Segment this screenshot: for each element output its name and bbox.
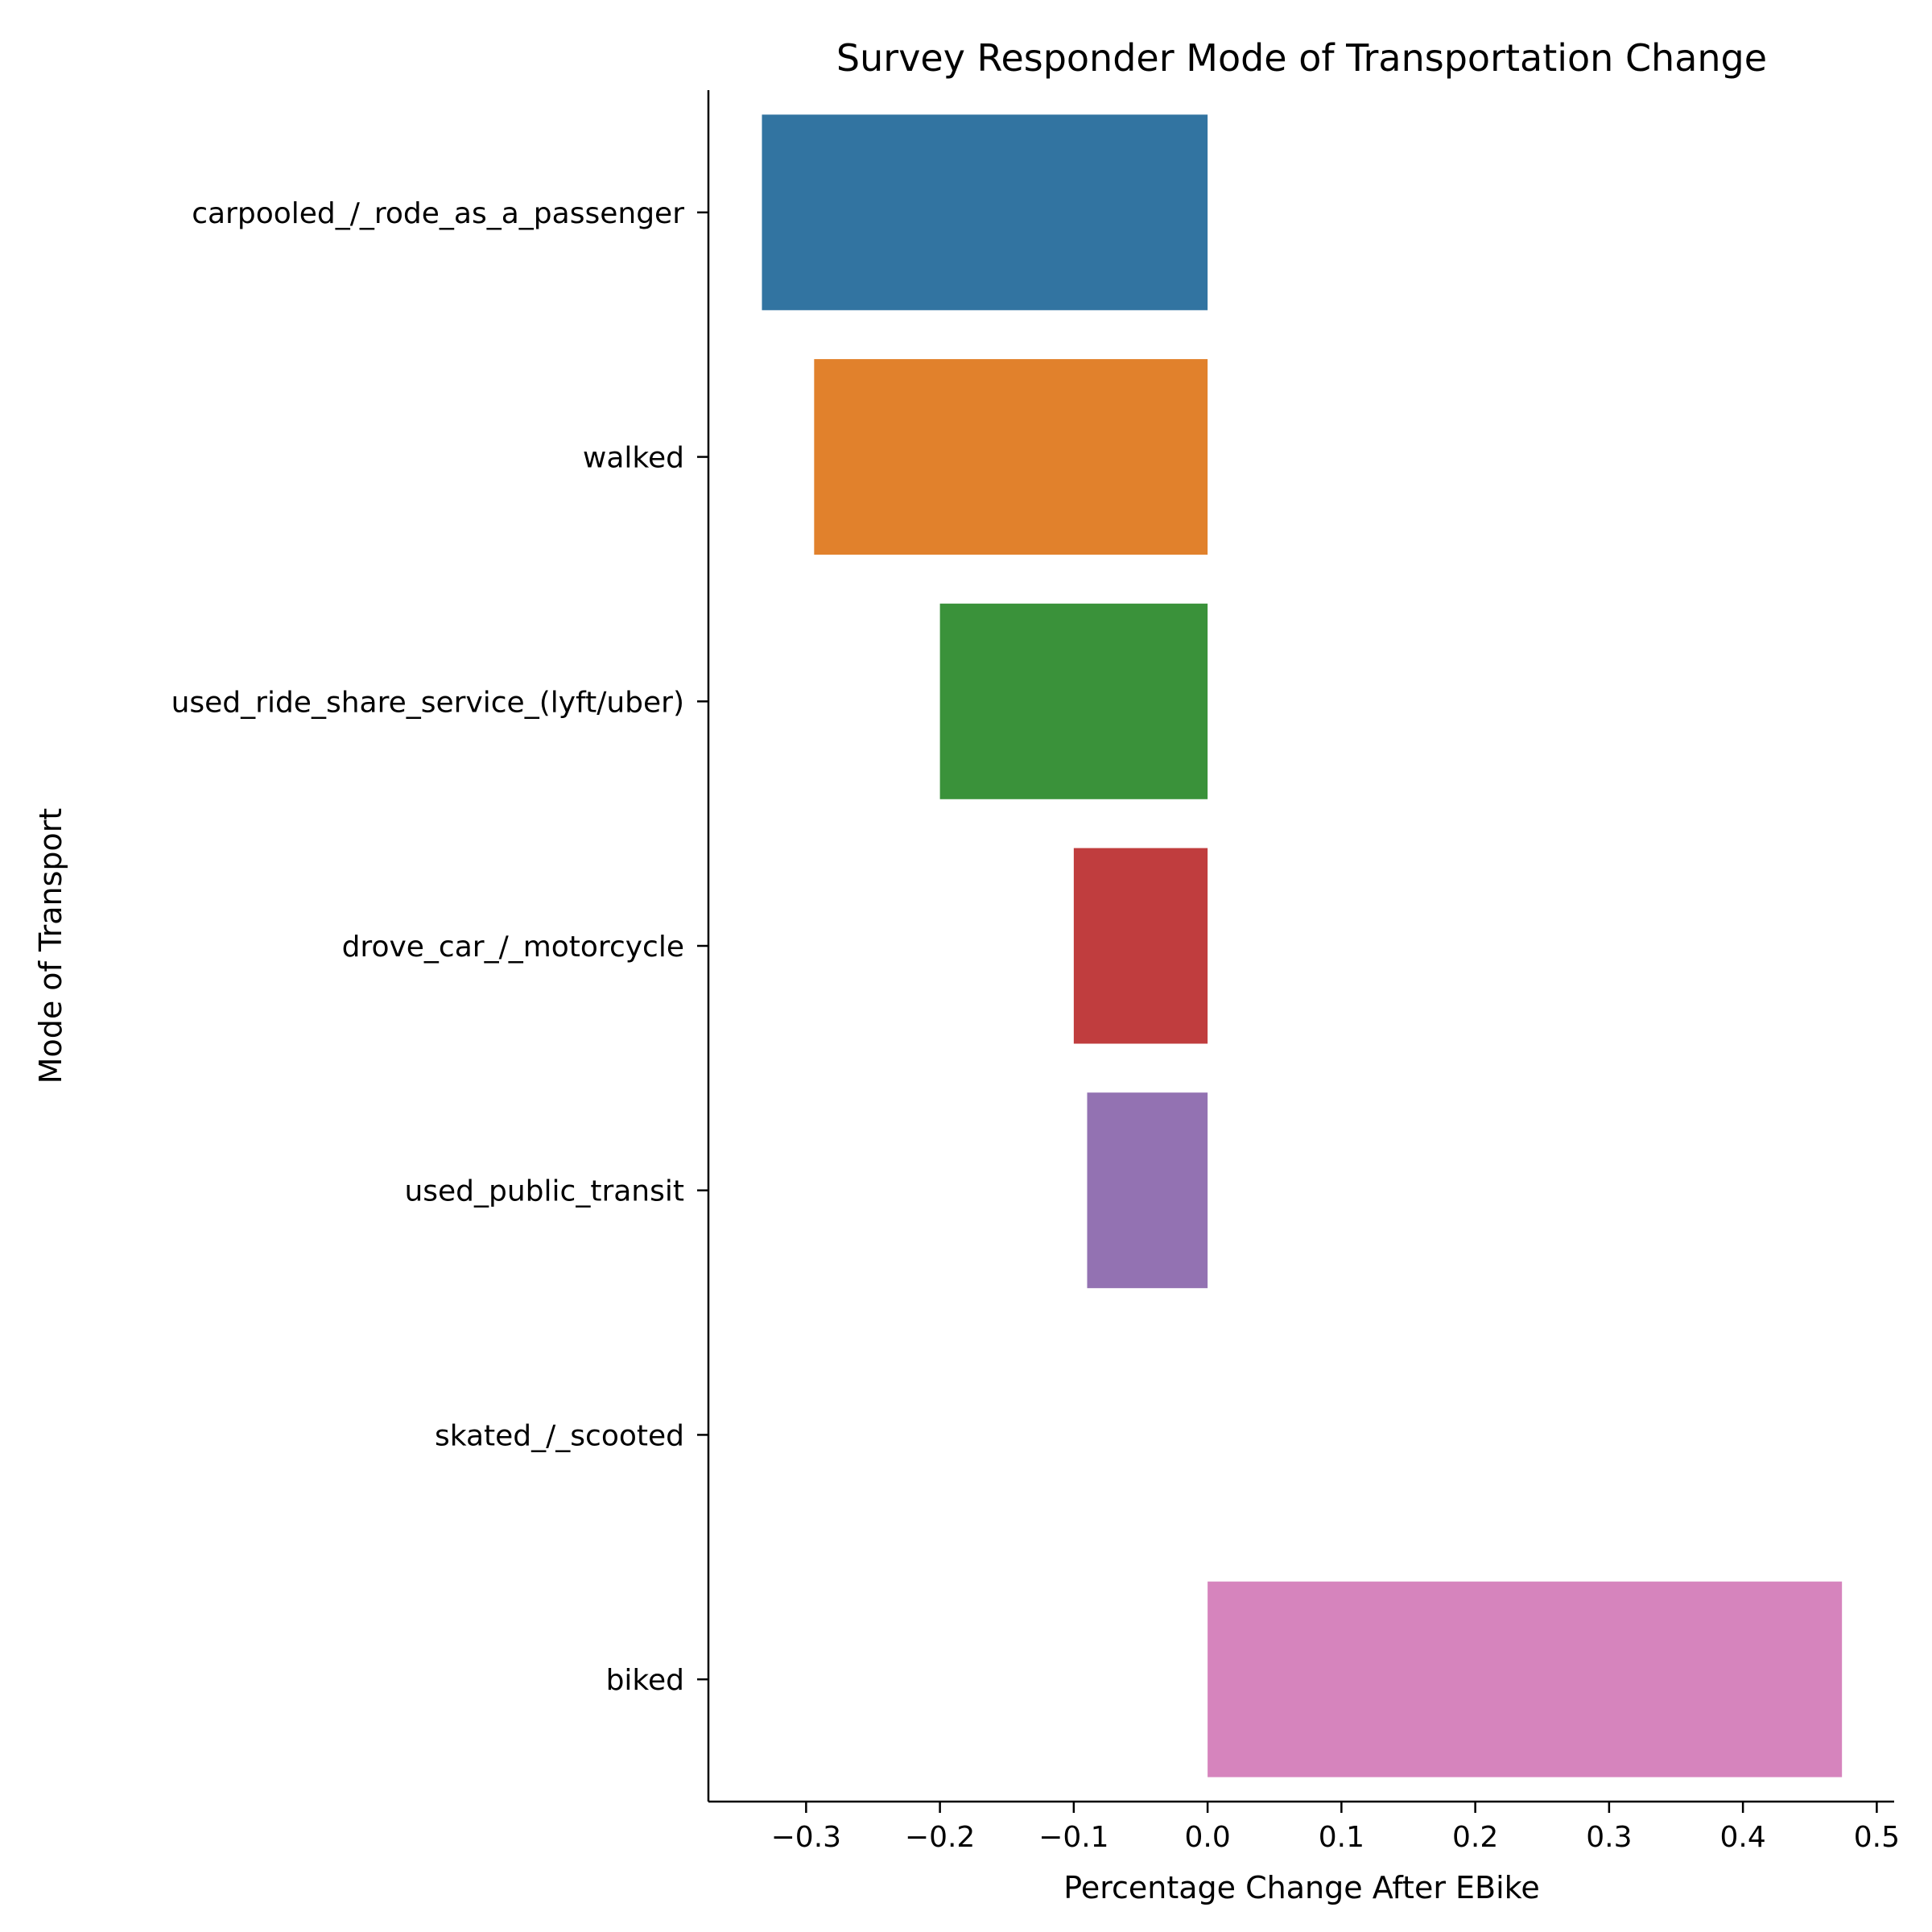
- y-tick-label: carpooled_/_rode_as_a_passenger: [192, 197, 684, 230]
- x-tick-label: 0.0: [1184, 1821, 1230, 1854]
- x-tick-label: −0.2: [905, 1821, 975, 1854]
- x-ticks: −0.3 −0.2 −0.1 0.0 0.1 0.2 0.3 0.4 0.5: [771, 1802, 1900, 1854]
- y-tick-label: walked: [583, 442, 684, 475]
- y-tick-label: drove_car_/_motorcycle: [342, 931, 684, 964]
- x-tick-label: 0.3: [1586, 1821, 1632, 1854]
- x-tick-label: 0.1: [1319, 1821, 1364, 1854]
- y-tick-label: biked: [606, 1664, 684, 1697]
- x-tick-label: 0.2: [1452, 1821, 1498, 1854]
- bar-3: [1073, 848, 1208, 1044]
- x-tick-label: −0.3: [771, 1821, 841, 1854]
- x-tick-label: 0.4: [1720, 1821, 1766, 1854]
- y-tick-label: used_ride_share_service_(lyft/uber): [171, 686, 684, 719]
- bar-6: [1208, 1581, 1843, 1777]
- x-tick-label: −0.1: [1038, 1821, 1108, 1854]
- x-axis-title: Percentage Change After EBike: [1063, 1870, 1539, 1905]
- bars: [762, 114, 1843, 1777]
- y-tick-label: skated_/_scooted: [435, 1419, 684, 1452]
- bar-2: [939, 603, 1208, 799]
- y-tick-label: used_public_transit: [404, 1175, 684, 1208]
- chart-title: Survey Responder Mode of Transportation …: [836, 36, 1767, 80]
- bar-1: [814, 359, 1208, 555]
- bar-0: [762, 114, 1208, 311]
- x-tick-label: 0.5: [1854, 1821, 1900, 1854]
- bar-4: [1087, 1092, 1208, 1289]
- y-axis-title: Mode of Transport: [33, 808, 68, 1084]
